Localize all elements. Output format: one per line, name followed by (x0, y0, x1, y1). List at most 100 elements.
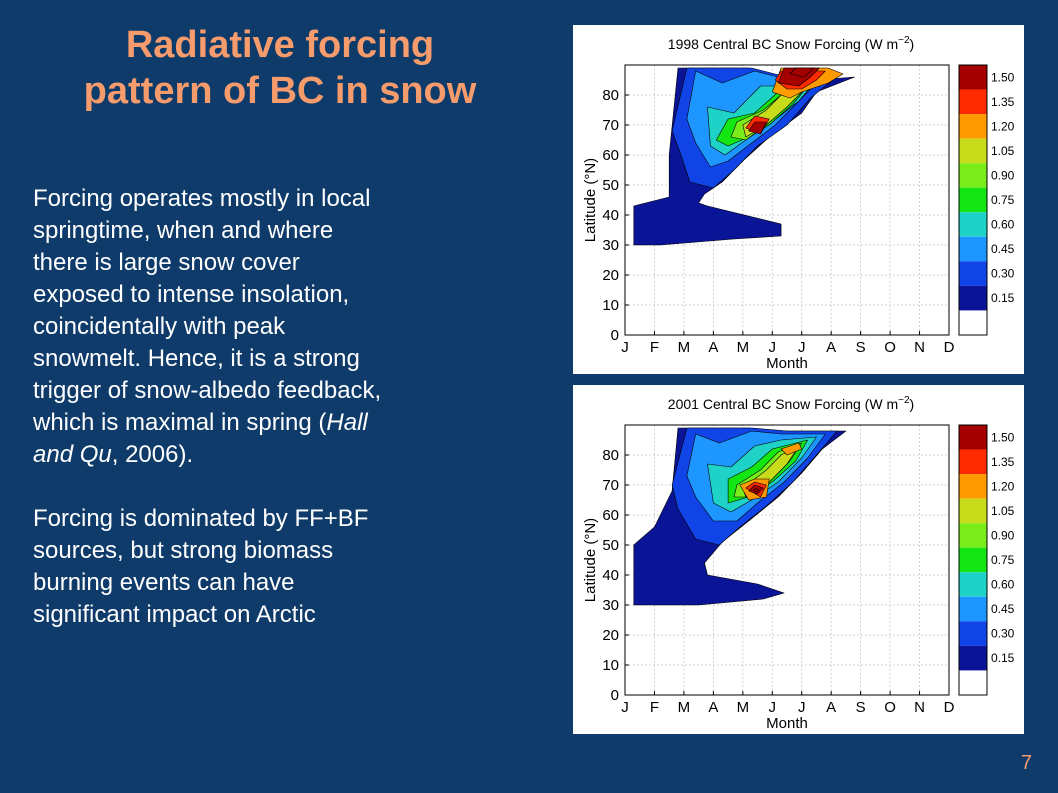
citation-author-italic: Hall (326, 409, 368, 436)
colorbar-segment (959, 138, 987, 164)
colorbar-segment (959, 670, 987, 695)
x-tick-label: M (737, 699, 750, 716)
x-tick-label: J (769, 699, 777, 716)
colorbar-segment (959, 236, 987, 262)
contour-region (780, 442, 802, 456)
colorbar-label: 0.90 (991, 529, 1015, 543)
x-tick-label: S (856, 699, 866, 716)
colorbar-segment (959, 285, 987, 311)
contour-region (789, 67, 814, 78)
x-tick-label: F (650, 699, 659, 716)
colorbar-label: 1.50 (991, 430, 1015, 444)
colorbar-segment (959, 523, 987, 548)
x-tick-label: D (944, 699, 955, 716)
x-axis-label: Month (766, 715, 808, 732)
x-tick-label: J (798, 339, 806, 356)
colorbar-segment (959, 474, 987, 499)
colorbar-segment (959, 596, 987, 622)
y-tick-label: 80 (602, 87, 619, 104)
text-line: trigger of snow-albedo feedback, (33, 377, 382, 404)
y-tick-label: 40 (602, 207, 619, 224)
citation-author-italic: and Qu (33, 441, 112, 468)
slide-title-line-1: Radiative forcing (125, 24, 435, 66)
colorbar-label: 1.20 (991, 119, 1015, 133)
citation-year: , 2006). (111, 441, 194, 468)
y-axis-label: Latitude (°N) (582, 518, 599, 602)
y-tick-label: 40 (602, 567, 619, 584)
x-tick-label: D (944, 339, 955, 356)
colorbar-label: 0.45 (991, 242, 1015, 256)
colorbar-segment (959, 621, 987, 646)
colorbar-segment (959, 65, 987, 90)
text-line: snowmelt. Hence, it is a strong (33, 345, 360, 372)
y-tick-label: 80 (602, 447, 619, 464)
colorbar-frame (958, 424, 988, 696)
text-line: springtime, when and where (33, 217, 334, 244)
y-axis-label: Latitude (°N) (582, 158, 599, 242)
x-tick-label: A (708, 699, 718, 716)
plot-area (625, 425, 949, 695)
x-tick-label: M (737, 339, 750, 356)
y-tick-label: 10 (602, 657, 619, 674)
plot-frame (624, 424, 950, 696)
text-fragment: which is maximal in spring ( (33, 409, 327, 436)
colorbar-label: 1.20 (991, 479, 1015, 493)
colorbar-segment (959, 187, 987, 213)
text-line: coincidentally with peak (33, 313, 286, 340)
y-tick-label: 60 (602, 507, 619, 524)
chart-title-text: 1998 Central BC Snow Forcing (W m (668, 36, 898, 52)
colorbar-segment (959, 212, 987, 237)
chart-title-suffix: ) (910, 36, 915, 52)
colorbar-label: 0.15 (991, 291, 1015, 305)
colorbar-segment (959, 645, 987, 671)
page-number: 7 (1020, 752, 1032, 774)
chart-1998-snow-forcing: 0 10 20 30 40 50 60 70 80 J F M A M J J A S O N D Month Latitu… (573, 25, 1024, 374)
colorbar-segment (959, 449, 987, 475)
colorbar-label: 0.90 (991, 169, 1015, 183)
colorbar-label: 1.05 (991, 504, 1015, 518)
y-tick-label: 0 (611, 687, 619, 704)
y-tick-label: 50 (602, 177, 619, 194)
chart-title: 1998 Central BC Snow Forcing (W m−2) (668, 35, 914, 52)
colorbar-label: 0.30 (991, 267, 1015, 281)
colorbar-segment (959, 547, 987, 573)
colorbar-frame (958, 64, 988, 336)
chart-title-superscript: −2 (898, 35, 910, 46)
colorbar-segment (959, 89, 987, 115)
y-tick-label: 20 (602, 267, 619, 284)
x-tick-label: J (769, 339, 777, 356)
y-tick-label: 30 (602, 597, 619, 614)
colorbar-label: 1.50 (991, 70, 1015, 84)
x-tick-label: N (914, 699, 925, 716)
text-line: which is maximal in spring (Hall (33, 407, 523, 439)
x-tick-label: J (621, 339, 629, 356)
text-line: significant impact on Arctic (33, 601, 316, 628)
chart-title-text: 2001 Central BC Snow Forcing (W m (668, 396, 898, 412)
colorbar-label: 0.30 (991, 627, 1015, 641)
y-tick-label: 10 (602, 297, 619, 314)
colorbar-label: 0.60 (991, 578, 1015, 592)
body-text: Forcing operates mostly in local springt… (33, 183, 523, 631)
text-line: exposed to intense insolation, (33, 281, 350, 308)
text-line: and Qu, 2006). (33, 439, 523, 471)
contour-region (748, 121, 767, 135)
x-axis-label: Month (766, 355, 808, 372)
plot-frame (624, 64, 950, 336)
x-tick-label: O (884, 699, 896, 716)
x-tick-label: J (621, 699, 629, 716)
text-line: sources, but strong biomass (33, 537, 334, 564)
colorbar-label: 0.60 (991, 218, 1015, 232)
x-tick-label: J (798, 699, 806, 716)
x-tick-label: M (678, 339, 691, 356)
contour-region (752, 488, 760, 492)
colorbar-label: 1.05 (991, 144, 1015, 158)
paragraph-forcing-springtime: Forcing operates mostly in local springt… (33, 183, 523, 471)
text-line: there is large snow cover (33, 249, 300, 276)
colorbar-label: 0.75 (991, 553, 1015, 567)
colorbar-label: 1.35 (991, 455, 1015, 469)
y-tick-label: 0 (611, 327, 619, 344)
chart-2001-snow-forcing: 0 10 20 30 40 50 60 70 80 J F M A M J J A S O N D Month Latitu… (573, 385, 1024, 734)
x-tick-label: A (826, 339, 836, 356)
y-tick-label: 20 (602, 627, 619, 644)
x-tick-label: S (856, 339, 866, 356)
